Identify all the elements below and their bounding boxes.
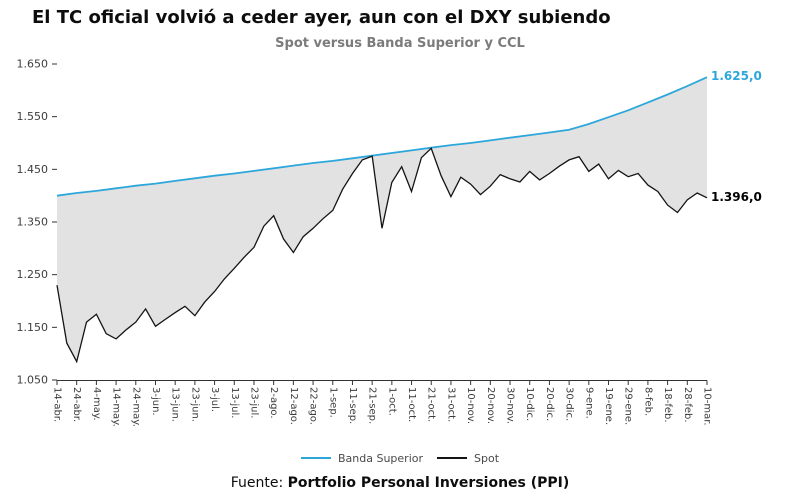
x-tick-label: 12-ago. (288, 387, 299, 425)
x-tick-label: 29-ene. (623, 387, 634, 425)
y-tick-label: 1.350 (17, 216, 49, 229)
legend-banda-label: Banda Superior (337, 451, 423, 465)
x-tick-label: 22-ago. (308, 387, 319, 425)
x-tick-label: 13-jul. (229, 387, 240, 418)
y-tick-label: 1.250 (17, 268, 49, 281)
x-axis (56, 380, 708, 385)
x-tick-label: 3-jul. (209, 387, 220, 412)
source-name: Portfolio Personal Inversiones (PPI) (287, 475, 570, 491)
x-tick-label: 14-may. (111, 387, 122, 427)
legend-spot-label: Spot (474, 451, 500, 465)
x-tick-label: 10-dic. (524, 387, 535, 421)
x-tick-label: 9-ene. (583, 387, 594, 419)
x-tick-label: 30-dic. (564, 387, 575, 421)
fill-between-area (57, 77, 707, 362)
x-tick-label: 14-abr. (52, 387, 63, 422)
x-tick-label: 1-oct. (386, 387, 397, 416)
x-tick-label: 2-ago. (268, 387, 279, 419)
page-title: El TC oficial volvió a ceder ayer, aun c… (32, 7, 611, 28)
x-tick-label: 24-abr. (71, 387, 82, 422)
banda-superior-line (56, 76, 708, 197)
y-tick-labels: 1.050 1.150 1.250 1.350 1.450 1.550 1.650 (17, 58, 49, 387)
spot-line-swatch-icon (437, 457, 467, 459)
x-tick-label: 28-feb. (682, 387, 693, 423)
x-tick-label: 20-dic. (544, 387, 555, 421)
legend-banda-superior: Banda Superior (300, 451, 423, 465)
y-tick-label: 1.150 (17, 321, 49, 334)
spot-end-annotation: 1.396,0 (711, 189, 762, 204)
x-tick-label: 31-oct. (445, 387, 456, 422)
x-tick-label: 18-feb. (662, 387, 673, 423)
y-tick-label: 1.550 (17, 110, 49, 123)
x-tick-label: 13-jun. (170, 387, 181, 422)
x-tick-label: 30-nov. (505, 387, 516, 424)
x-tick-label: 23-jun. (189, 387, 200, 422)
source-prefix: Fuente: (230, 475, 284, 491)
chart-area: 14-abr. 24-abr. 4-may. 14-may. 24-may. 3-jun.… (0, 54, 800, 447)
banda-line-swatch-icon (300, 457, 331, 459)
y-axis (52, 63, 57, 381)
legend-spot: Spot (437, 452, 499, 465)
x-tick-label: 21-oct. (426, 387, 437, 422)
x-tick-label: 4-may. (91, 387, 102, 421)
x-tick-label: 3-jun. (150, 387, 161, 416)
x-tick-label: 8-feb. (642, 387, 653, 416)
x-tick-label: 23-jul. (248, 387, 259, 418)
chart-subtitle: Spot versus Banda Superior y CCL (275, 36, 525, 51)
y-tick-label: 1.650 (17, 58, 49, 71)
chart-canvas: 14-abr. 24-abr. 4-may. 14-may. 24-may. 3-jun.… (17, 58, 713, 427)
x-tick-label: 20-nov. (485, 387, 496, 424)
chart-legend: Banda Superior Spot (0, 448, 800, 468)
x-tick-label: 10-mar. (702, 387, 713, 426)
x-tick-label: 11-oct. (406, 387, 417, 422)
source-note: Fuente: Portfolio Personal Inversiones (… (0, 475, 800, 491)
x-tick-label: 24-may. (130, 387, 141, 427)
spot-line (56, 147, 708, 364)
y-tick-label: 1.450 (17, 163, 49, 176)
x-tick-labels: 14-abr. 24-abr. 4-may. 14-may. 24-may. 3-jun.… (52, 387, 713, 427)
x-tick-label: 11-sep. (347, 387, 358, 424)
x-tick-label: 21-sep. (367, 387, 378, 424)
y-tick-label: 1.050 (17, 374, 49, 387)
x-tick-label: 10-nov. (465, 387, 476, 424)
x-tick-label: 1-sep. (327, 387, 338, 418)
banda-end-annotation: 1.625,0 (711, 69, 762, 84)
x-tick-label: 19-ene. (603, 387, 614, 425)
